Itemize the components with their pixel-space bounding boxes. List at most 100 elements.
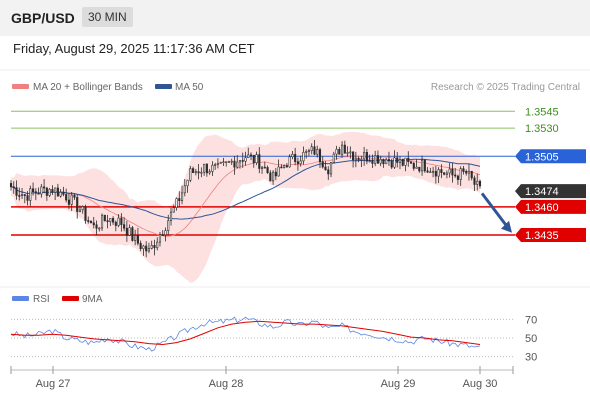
candle-body [288, 156, 291, 168]
x-axis: Aug 27 Aug 28 Aug 29 Aug 30 [10, 366, 514, 390]
candle-body [374, 155, 377, 164]
level-label-1.3505: 1.3505 [525, 151, 559, 163]
candle-body [396, 157, 399, 163]
candle-body [194, 171, 197, 173]
candle-body [109, 218, 112, 223]
rsi-9ma-line [10, 320, 481, 346]
candle-body [200, 171, 203, 174]
candle-body [103, 214, 106, 221]
candle-body [211, 164, 214, 172]
candle-body [81, 206, 84, 211]
candle-body [158, 234, 162, 243]
candle-body [169, 211, 173, 221]
candle-body [379, 159, 382, 164]
candle-body [329, 162, 333, 175]
candle-body [376, 155, 379, 164]
candle-body [76, 197, 79, 212]
candle-body [178, 198, 181, 201]
candle-body [456, 175, 459, 180]
candle-body [434, 170, 437, 177]
candle-body [445, 172, 448, 175]
candle-body [98, 227, 101, 230]
candle-body [100, 214, 104, 229]
candle-body [219, 162, 222, 164]
candle-body [208, 171, 211, 174]
candle-body [382, 159, 385, 165]
candle-body [48, 189, 51, 196]
candle-body [429, 171, 432, 174]
candle-body [114, 221, 117, 226]
candle-body [175, 198, 178, 208]
candle-body [371, 160, 374, 164]
candle-body [387, 159, 391, 162]
symbol-title: GBP/USD [11, 10, 75, 26]
candle-body [164, 230, 167, 236]
candle-body [51, 189, 54, 193]
candle-body [473, 177, 476, 185]
datetime-stamp: Friday, August 29, 2025 11:17:36 AM CET [13, 41, 255, 56]
legend-label-ma50: MA 50 [175, 82, 204, 93]
candle-body [318, 149, 322, 163]
candle-body [398, 159, 402, 163]
candle-body [73, 194, 76, 198]
candle-body [236, 161, 239, 168]
candle-body [440, 169, 443, 173]
candle-body [321, 161, 324, 168]
candle-body [32, 188, 35, 193]
candle-body [241, 160, 244, 162]
candle-body [186, 179, 189, 187]
candle-body [147, 248, 150, 252]
bollinger-band [11, 131, 480, 283]
candle-body [45, 187, 48, 196]
candle-body [302, 152, 305, 162]
candle-body [20, 194, 24, 196]
candle-body [203, 163, 206, 173]
candle-body [296, 161, 299, 165]
level-tag-1.3435 [515, 228, 586, 242]
candle-body [15, 187, 18, 196]
candle-body [161, 234, 164, 236]
candle-body [305, 151, 308, 153]
candle-body [167, 220, 170, 231]
candle-body [156, 241, 159, 249]
candle-body [244, 157, 247, 162]
candle-body [476, 180, 479, 185]
price-panel: 1.3545 1.3530 1.3505 1.3474 1.3460 1.3435 [9, 106, 586, 283]
candle-body [197, 171, 200, 174]
candle-body [238, 160, 242, 163]
candle-body [459, 168, 462, 180]
candle-body [247, 154, 250, 158]
candle-body [153, 245, 156, 249]
candle-body [230, 160, 233, 163]
candle-body [277, 166, 280, 177]
candle-body [92, 222, 95, 226]
candle-body [180, 192, 184, 201]
legend-label-ma20: MA 20 + Bollinger Bands [33, 82, 143, 93]
candle-body [274, 171, 277, 177]
candle-body [401, 159, 404, 166]
candle-body [338, 149, 341, 155]
candle-body [470, 170, 473, 179]
candle-body [324, 166, 327, 171]
candle-body [106, 220, 109, 223]
candle-body [131, 227, 134, 241]
candle-body [404, 157, 407, 166]
candle-body [327, 169, 330, 175]
candle-body [139, 242, 142, 249]
candle-body [310, 146, 313, 152]
timeframe-badge[interactable]: 30 MIN [82, 7, 133, 27]
candle-body [451, 168, 454, 176]
candle-body [128, 227, 131, 236]
candle-body [423, 159, 426, 172]
candle-body [272, 171, 275, 182]
candle-body [368, 160, 371, 163]
candle-body [283, 165, 286, 168]
candle-body [263, 166, 266, 169]
x-tick-label: Aug 29 [381, 378, 416, 390]
candle-body [225, 161, 228, 163]
level-label-1.3435: 1.3435 [525, 230, 559, 242]
candle-body [437, 169, 440, 177]
rsi-tick-50: 50 [525, 333, 537, 345]
candle-body [189, 168, 192, 181]
